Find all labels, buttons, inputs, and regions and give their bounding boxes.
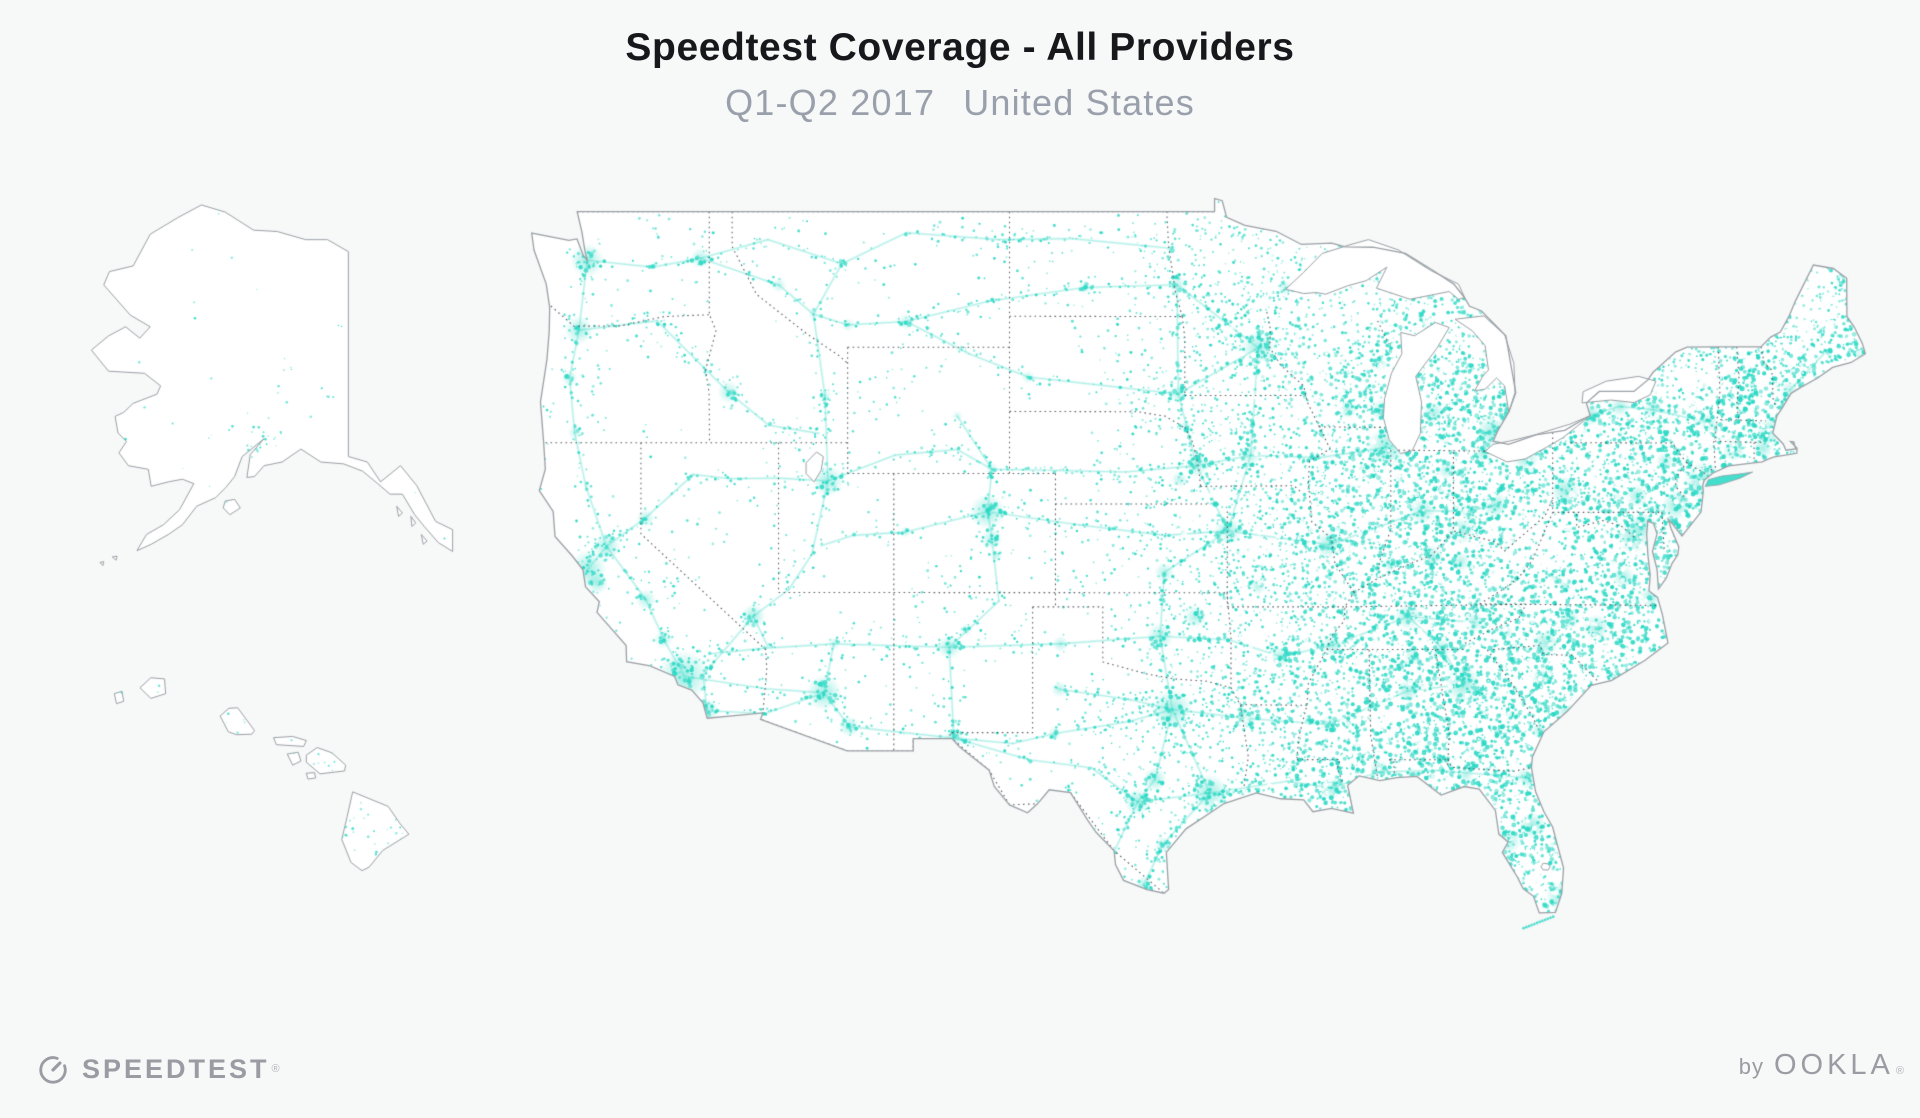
speedtest-logo-text: SPEEDTEST: [82, 1053, 270, 1084]
ookla-by-text: by: [1738, 1054, 1764, 1079]
speedtest-gauge-icon: [39, 1056, 67, 1084]
ookla-trademark: ®: [1895, 1065, 1904, 1077]
ookla-logo: by OOKLA ®: [1739, 1049, 1904, 1082]
speedtest-logo: SPEEDTEST ®: [36, 1052, 280, 1086]
ookla-logo-text: OOKLA: [1773, 1049, 1894, 1081]
speedtest-trademark: ®: [271, 1063, 280, 1075]
